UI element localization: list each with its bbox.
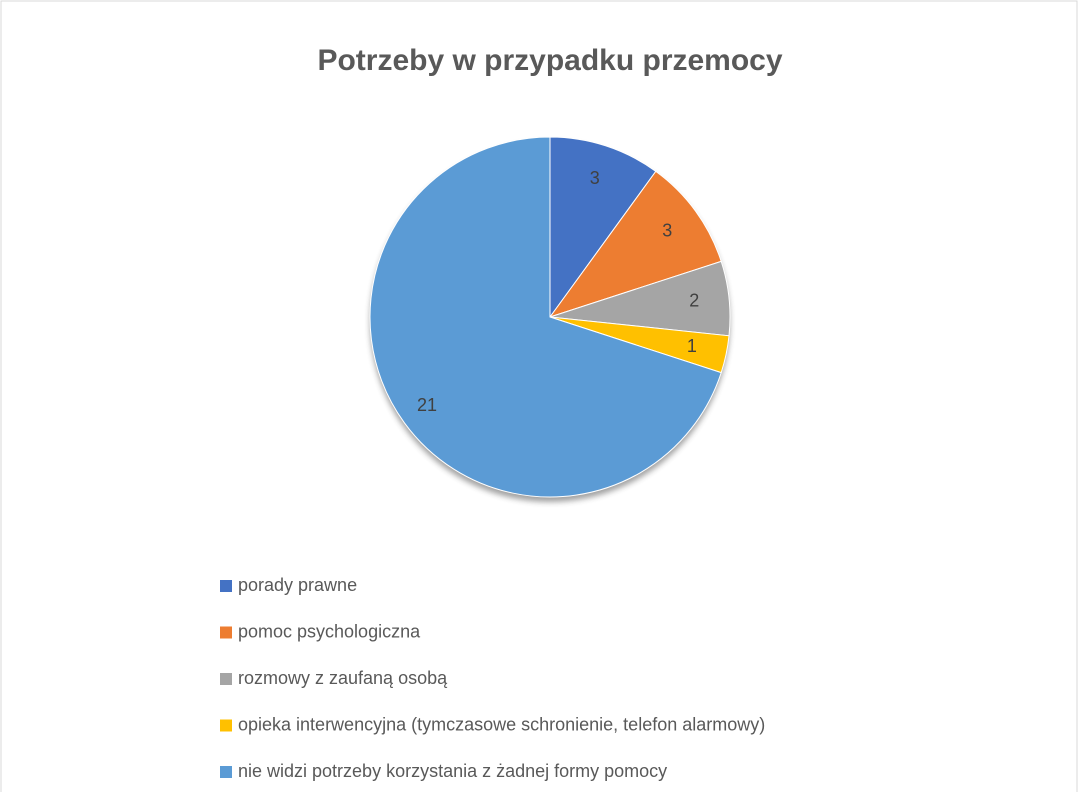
legend-label: nie widzi potrzeby korzystania z żadnej … <box>238 761 667 781</box>
legend: porady prawne pomoc psychologiczna rozmowy… <box>220 575 765 781</box>
data-label: 1 <box>687 336 697 356</box>
legend-swatch <box>220 719 232 732</box>
data-label: 3 <box>662 221 672 241</box>
legend-label: rozmowy z zaufaną osobą <box>238 668 448 688</box>
legend-label: pomoc psychologiczna <box>238 621 421 641</box>
pie-slice <box>548 170 722 318</box>
data-label: 3 <box>590 168 600 188</box>
legend-label: porady prawne <box>238 575 357 595</box>
legend-swatch <box>220 626 232 639</box>
legend-swatch <box>220 673 232 685</box>
legend-label: opieka interwencyjna (tymczasowe schroni… <box>238 714 765 734</box>
legend-swatch <box>220 580 232 592</box>
pie-slice <box>369 136 722 498</box>
legend-swatch <box>220 766 232 778</box>
pie-slice <box>549 136 657 319</box>
data-label: 2 <box>689 291 699 311</box>
data-label: 21 <box>417 395 437 415</box>
chart-title: Potrzeby w przypadku przemocy <box>317 44 782 77</box>
